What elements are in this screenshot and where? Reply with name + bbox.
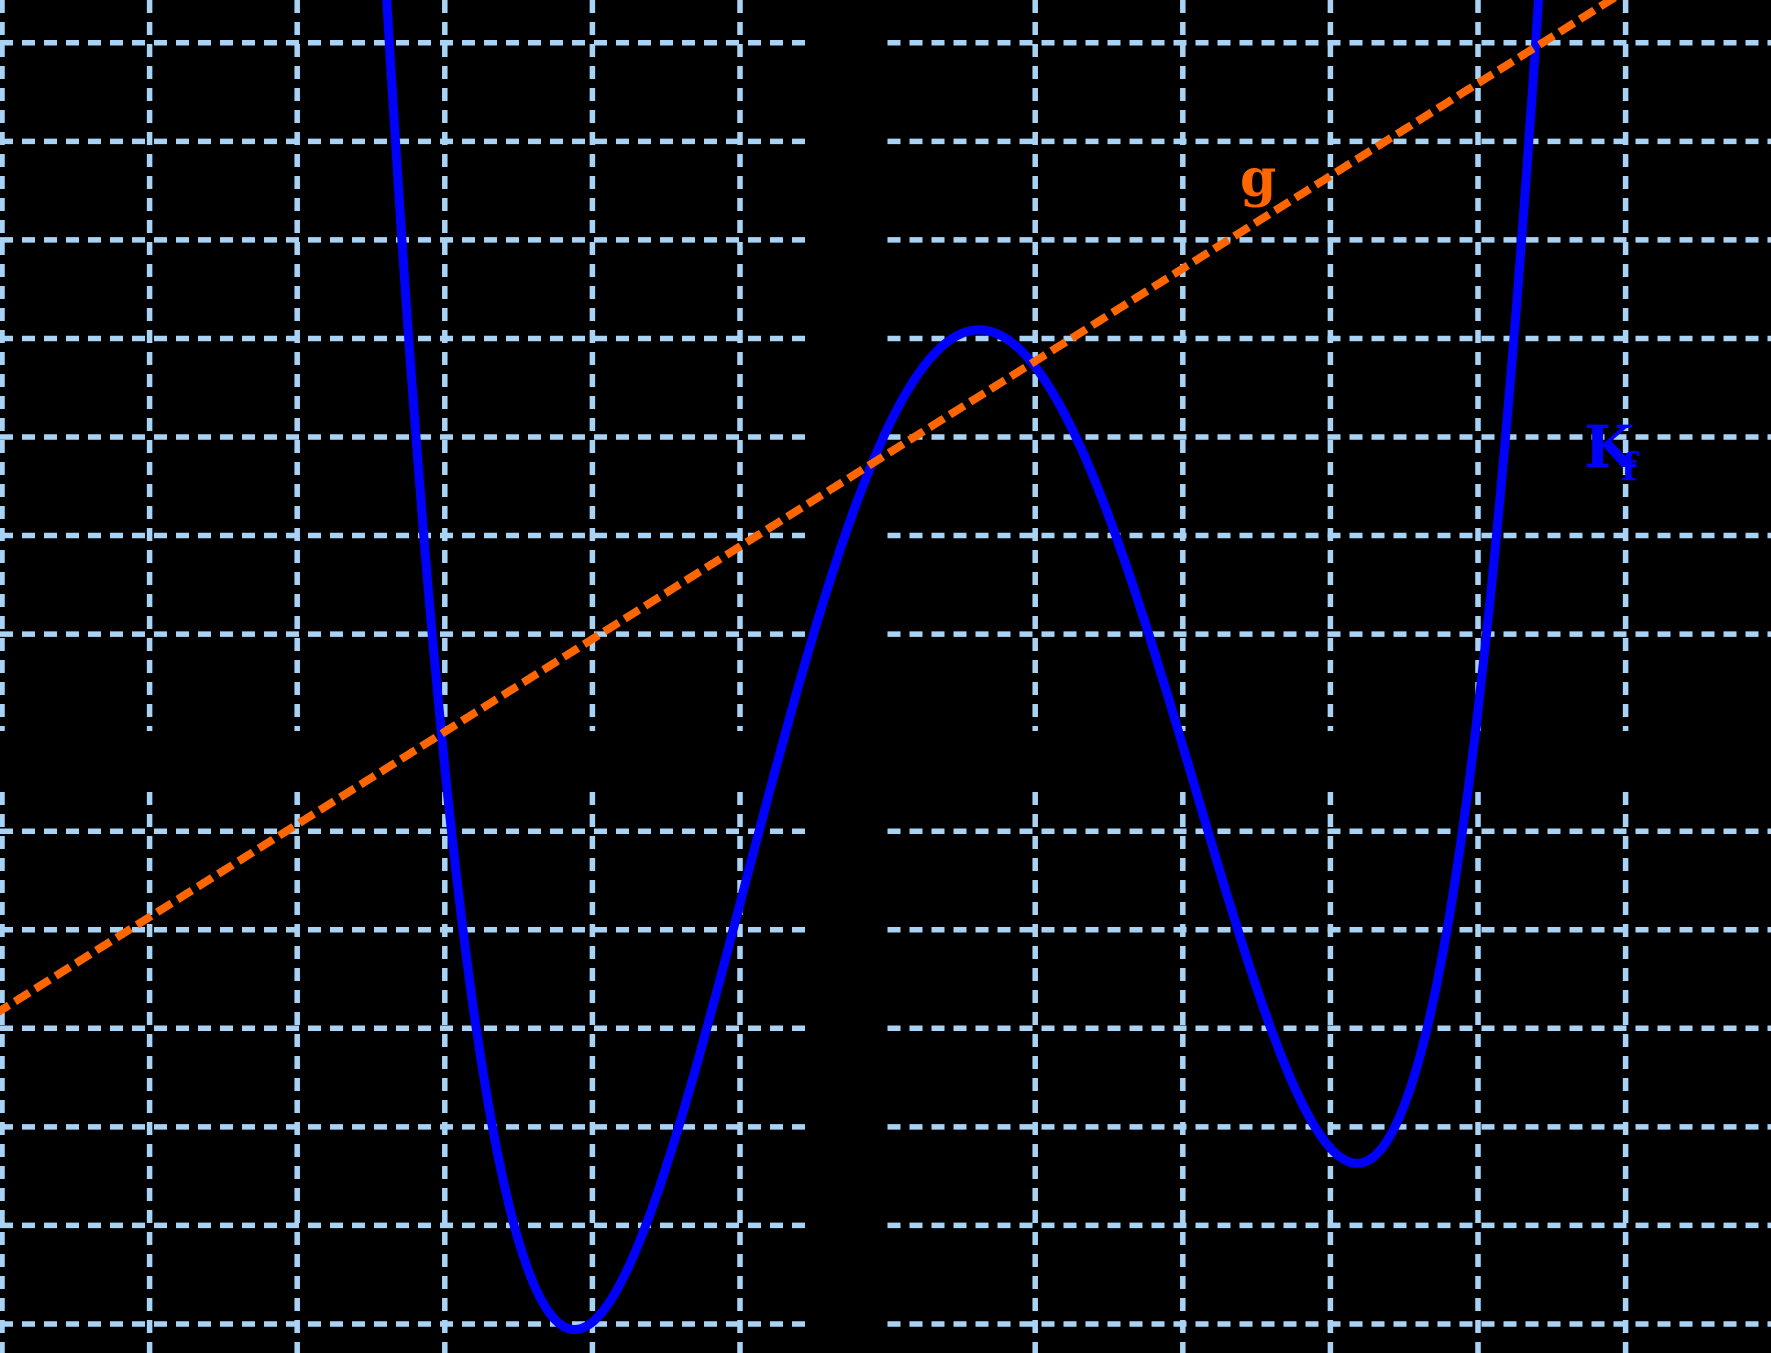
function-curves bbox=[0, 0, 1619, 1334]
curve-g bbox=[0, 0, 1619, 1016]
curve-label-kf-main: K bbox=[1584, 413, 1637, 481]
curve-labels: g K f bbox=[1240, 148, 1640, 489]
curve-Kf bbox=[382, 0, 1543, 1334]
line-label-g: g bbox=[1240, 148, 1276, 209]
curve-label-kf-sub: f bbox=[1621, 444, 1640, 489]
